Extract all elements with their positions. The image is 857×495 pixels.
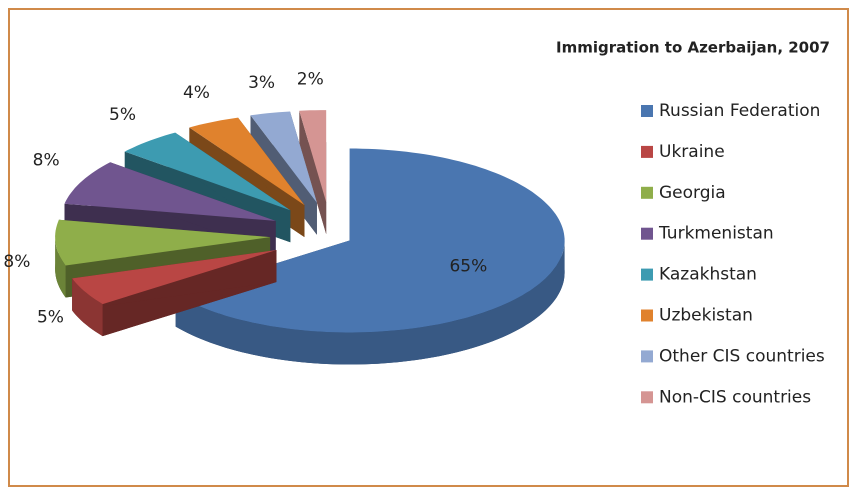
slice-side [72, 278, 103, 337]
legend-marker [641, 105, 653, 117]
legend-marker [641, 145, 653, 158]
slice-top [64, 162, 276, 221]
legend-label: Other CIS countries [659, 346, 825, 366]
data-label: 5% [37, 307, 64, 327]
legend-marker [641, 391, 653, 404]
slice-side [55, 237, 66, 298]
legend-marker [641, 350, 653, 363]
data-label: 5% [109, 105, 136, 125]
legend-label: Russian Federation [659, 101, 820, 121]
slice-top [55, 219, 271, 266]
data-label: 4% [183, 83, 210, 103]
data-label: 2% [297, 70, 324, 90]
legend-marker [641, 268, 653, 281]
slice-side [175, 240, 565, 365]
legend-marker [641, 186, 653, 199]
legend-marker [641, 227, 653, 240]
slice-top [72, 250, 277, 305]
chart-title: Immigration to Azerbaijan, 2007 [556, 39, 830, 57]
legend-label: Georgia [659, 183, 726, 203]
data-label: 8% [3, 252, 30, 272]
legend-label: Ukraine [659, 142, 725, 162]
pie-slice [72, 250, 277, 337]
legend-label: Kazakhstan [659, 265, 757, 285]
slice-top [124, 132, 291, 211]
data-label: 8% [33, 151, 60, 171]
slice-top [189, 117, 305, 206]
data-label: 65% [449, 256, 487, 276]
slice-top [250, 111, 317, 203]
pie-slice [175, 148, 565, 365]
legend-marker [641, 309, 653, 322]
slice-wall [299, 110, 327, 235]
legend-label: Turkmenistan [658, 224, 774, 244]
data-label: 3% [248, 73, 275, 93]
slice-top [175, 148, 565, 333]
legend-label: Non-CIS countries [659, 387, 811, 407]
legend-label: Uzbekistan [659, 306, 753, 326]
slice-top [299, 110, 327, 203]
pie-slice [299, 110, 327, 235]
